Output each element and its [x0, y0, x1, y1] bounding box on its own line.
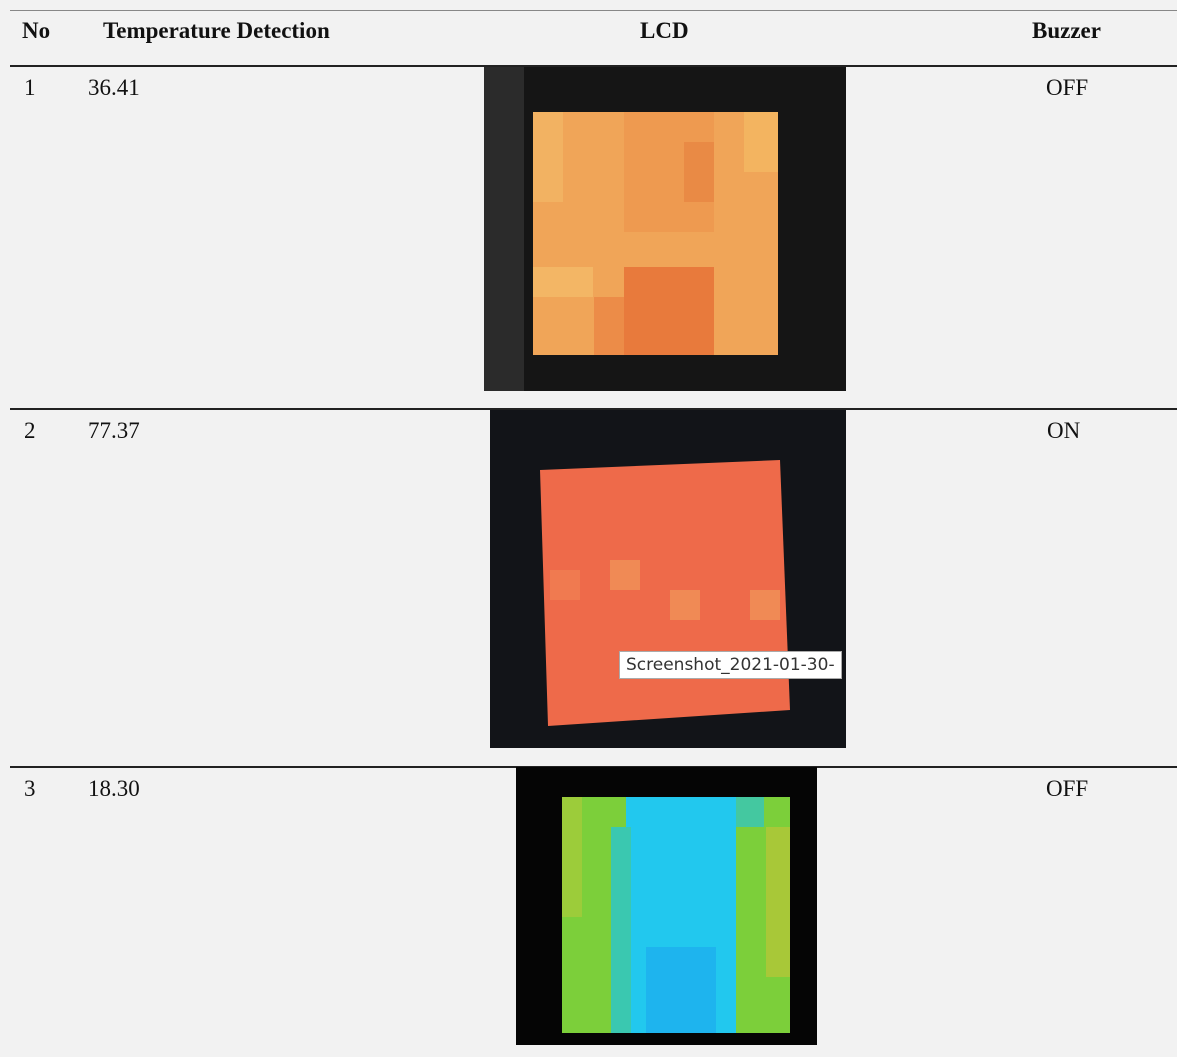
- lcd-photo: [516, 767, 817, 1045]
- header-buzzer: Buzzer: [1032, 18, 1101, 44]
- header-temperature: Temperature Detection: [103, 18, 330, 44]
- lcd-photo: [484, 67, 846, 391]
- temperature: 18.30: [88, 776, 140, 802]
- header-lcd: LCD: [640, 18, 689, 44]
- row-no: 2: [24, 418, 36, 444]
- lcd-photo: [490, 410, 846, 748]
- row-no: 1: [24, 75, 36, 101]
- buzzer: ON: [1047, 418, 1080, 444]
- top-rule: [10, 10, 1177, 11]
- buzzer: OFF: [1046, 776, 1088, 802]
- header-no: No: [22, 18, 50, 44]
- temperature: 36.41: [88, 75, 140, 101]
- table-page: No Temperature Detection LCD Buzzer 1 36…: [0, 0, 1177, 1057]
- temperature: 77.37: [88, 418, 140, 444]
- row-no: 3: [24, 776, 36, 802]
- file-tooltip: Screenshot_2021-01-30-: [619, 651, 842, 679]
- buzzer: OFF: [1046, 75, 1088, 101]
